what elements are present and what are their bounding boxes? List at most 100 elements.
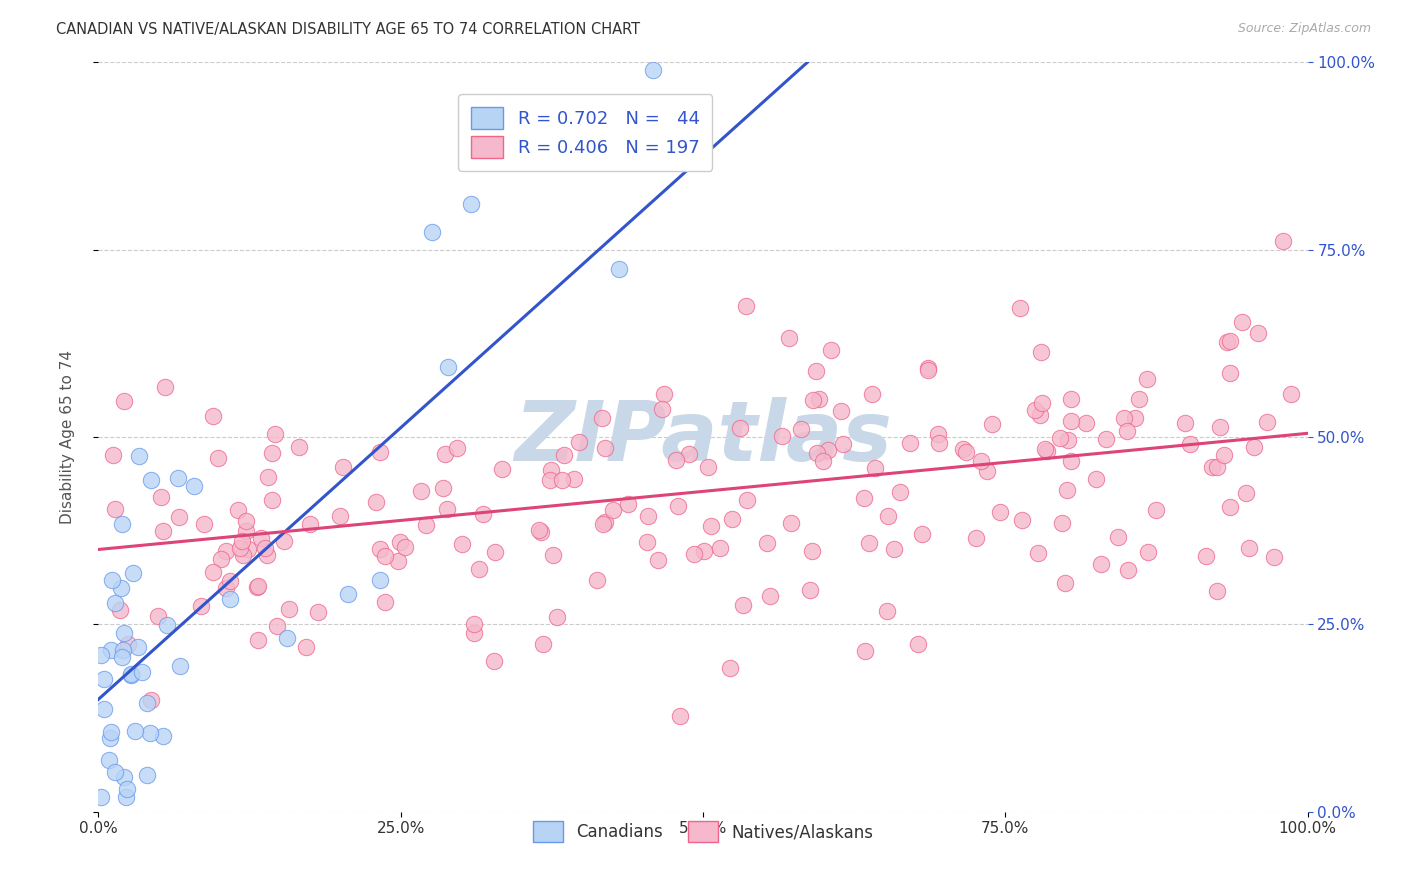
Point	[139, 692, 162, 706]
Point	[1125, 410, 1147, 425]
Point	[530, 524, 553, 539]
Point	[735, 493, 758, 508]
Point	[104, 501, 127, 516]
Point	[917, 362, 939, 376]
Point	[860, 387, 883, 401]
Point	[100, 573, 122, 587]
Point	[1209, 420, 1232, 434]
Point	[693, 544, 716, 558]
Point	[155, 380, 177, 394]
Point	[907, 637, 929, 651]
Point	[1195, 549, 1218, 563]
Point	[1178, 437, 1201, 451]
Point	[266, 618, 288, 632]
Point	[209, 552, 232, 566]
Point	[120, 667, 142, 681]
Point	[806, 364, 828, 378]
Point	[1237, 541, 1260, 555]
Point	[127, 640, 149, 655]
Point	[388, 535, 411, 549]
Point	[720, 512, 742, 526]
Point	[1232, 315, 1254, 329]
Point	[883, 541, 905, 556]
Point	[790, 422, 813, 436]
Point	[273, 534, 295, 549]
Point	[669, 708, 692, 723]
Point	[287, 440, 309, 454]
Point	[1128, 392, 1150, 407]
Point	[1247, 326, 1270, 340]
Point	[111, 517, 134, 532]
Point	[1029, 409, 1052, 423]
Point	[917, 360, 939, 375]
Point	[332, 459, 354, 474]
Point	[1256, 416, 1278, 430]
Point	[90, 789, 112, 804]
Point	[131, 665, 153, 679]
Point	[262, 446, 284, 460]
Point	[202, 565, 225, 579]
Point	[103, 448, 125, 462]
Point	[236, 541, 259, 556]
Point	[1201, 460, 1223, 475]
Point	[368, 445, 391, 459]
Point	[709, 541, 731, 556]
Point	[952, 442, 974, 457]
Point	[433, 447, 456, 461]
Point	[1036, 444, 1059, 458]
Point	[1010, 301, 1032, 316]
Point	[853, 643, 876, 657]
Point	[257, 470, 280, 484]
Point	[112, 770, 135, 784]
Point	[602, 503, 624, 517]
Point	[98, 753, 121, 767]
Point	[568, 434, 591, 449]
Point	[801, 393, 824, 408]
Point	[294, 640, 316, 654]
Point	[387, 554, 409, 568]
Point	[110, 581, 132, 595]
Point	[218, 591, 240, 606]
Point	[1205, 584, 1227, 599]
Point	[637, 508, 659, 523]
Point	[1136, 545, 1159, 559]
Point	[232, 548, 254, 562]
Point	[898, 435, 921, 450]
Point	[156, 618, 179, 632]
Point	[641, 62, 664, 77]
Point	[484, 654, 506, 668]
Text: CANADIAN VS NATIVE/ALASKAN DISABILITY AGE 65 TO 74 CORRELATION CHART: CANADIAN VS NATIVE/ALASKAN DISABILITY AG…	[56, 22, 640, 37]
Point	[876, 508, 898, 523]
Point	[976, 464, 998, 478]
Point	[734, 299, 756, 313]
Point	[467, 562, 489, 576]
Point	[111, 650, 134, 665]
Point	[207, 451, 229, 466]
Point	[1074, 416, 1097, 430]
Point	[231, 533, 253, 548]
Point	[820, 343, 842, 358]
Point	[307, 605, 329, 619]
Point	[394, 540, 416, 554]
Point	[527, 523, 550, 537]
Point	[409, 484, 432, 499]
Point	[415, 517, 437, 532]
Point	[120, 668, 142, 682]
Text: Source: ZipAtlas.com: Source: ZipAtlas.com	[1237, 22, 1371, 36]
Point	[665, 453, 688, 467]
Point	[858, 536, 880, 550]
Point	[121, 566, 143, 580]
Point	[246, 633, 269, 648]
Point	[876, 604, 898, 618]
Legend: Canadians, Natives/Alaskans: Canadians, Natives/Alaskans	[526, 814, 880, 848]
Point	[167, 510, 190, 524]
Point	[104, 765, 127, 780]
Point	[682, 547, 704, 561]
Point	[1263, 549, 1285, 564]
Point	[1116, 563, 1139, 577]
Point	[374, 549, 396, 564]
Point	[756, 535, 779, 549]
Point	[420, 225, 443, 239]
Point	[219, 574, 242, 589]
Point	[93, 702, 115, 716]
